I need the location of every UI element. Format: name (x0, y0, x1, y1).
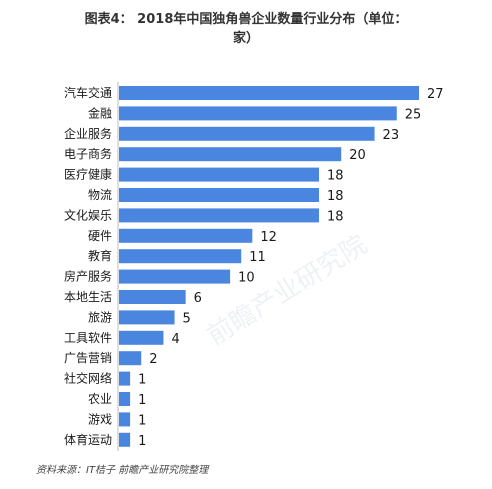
category-label: 教育 (88, 248, 112, 263)
bar (119, 371, 131, 386)
bar (119, 432, 131, 447)
source-note: 资料来源：IT桔子 前瞻产业研究院整理 (36, 465, 209, 476)
category-label: 游戏 (88, 412, 112, 426)
data-label: 18 (327, 169, 344, 184)
bar (119, 392, 131, 406)
data-label: 1 (138, 434, 146, 449)
bar-group: 金融 25 (88, 105, 421, 122)
bar (119, 106, 397, 121)
category-label: 本地生活 (64, 290, 112, 304)
bar-group: 企业服务 23 (64, 126, 399, 143)
bar (119, 147, 342, 162)
data-label: 18 (327, 189, 344, 204)
bar (119, 412, 131, 427)
bar (119, 351, 142, 366)
bar-group: 房产服务 10 (64, 269, 255, 286)
data-label: 1 (138, 373, 146, 388)
bar-group: 物流 18 (88, 188, 344, 204)
bar-group: 广告营销 2 (64, 351, 158, 367)
bar (119, 167, 319, 182)
data-label: 25 (405, 107, 422, 122)
bar (119, 86, 419, 100)
bar-group: 农业 1 (88, 392, 146, 408)
bar (119, 269, 231, 284)
data-label: 2 (149, 352, 157, 367)
data-label: 6 (194, 291, 202, 306)
bar (119, 310, 175, 325)
bar-group: 游戏 1 (88, 412, 146, 428)
bar-group: 本地生活 6 (64, 290, 202, 306)
category-label: 企业服务 (64, 126, 112, 141)
bar-group: 医疗健康 18 (64, 167, 344, 184)
bar-group: 体育运动 1 (64, 432, 146, 449)
bar (119, 290, 186, 304)
category-label: 电子商务 (64, 146, 112, 161)
chart-title: 图表4： 2018年中国独角兽企业数量行业分布（单位： 家） (0, 10, 492, 48)
data-label: 27 (427, 87, 444, 102)
bar (119, 126, 375, 141)
data-label: 12 (260, 230, 277, 245)
bar (119, 208, 319, 223)
data-label: 11 (249, 250, 266, 265)
category-label: 旅游 (88, 310, 112, 324)
bar-group: 社交网络 1 (64, 371, 146, 388)
bar (119, 228, 253, 243)
category-label: 房产服务 (64, 269, 112, 284)
data-label: 10 (238, 271, 255, 286)
data-label: 5 (183, 311, 191, 326)
category-label: 广告营销 (64, 351, 112, 365)
data-label: 4 (171, 332, 179, 347)
bar-group: 文化娱乐 18 (64, 207, 344, 224)
bar (119, 330, 164, 345)
bar-group: 电子商务 20 (64, 146, 366, 163)
chart-title-line-2: 家） (232, 31, 259, 46)
bar (119, 249, 242, 264)
category-label: 工具软件 (64, 331, 112, 345)
category-label: 农业 (88, 392, 112, 406)
bar-group: 工具软件 4 (64, 330, 180, 347)
data-label: 20 (349, 148, 366, 163)
category-label: 社交网络 (64, 371, 112, 386)
category-label: 体育运动 (64, 432, 112, 447)
category-label: 汽车交通 (64, 85, 112, 100)
bar-group: 旅游 5 (88, 310, 191, 326)
data-label: 18 (327, 209, 344, 224)
chart-title-line-1: 图表4： 2018年中国独角兽企业数量行业分布（单位： (84, 12, 408, 27)
bar-group: 教育 11 (88, 248, 266, 265)
category-label: 金融 (88, 105, 112, 120)
category-label: 物流 (88, 188, 112, 202)
bar (119, 188, 319, 202)
category-label: 硬件 (88, 229, 112, 243)
bar-group: 硬件 12 (88, 228, 277, 245)
data-label: 1 (138, 393, 146, 408)
category-label: 医疗健康 (64, 167, 112, 182)
data-label: 1 (138, 413, 146, 428)
category-label: 文化娱乐 (64, 207, 112, 222)
data-label: 23 (383, 128, 400, 143)
bar-group: 汽车交通 27 (64, 85, 444, 102)
